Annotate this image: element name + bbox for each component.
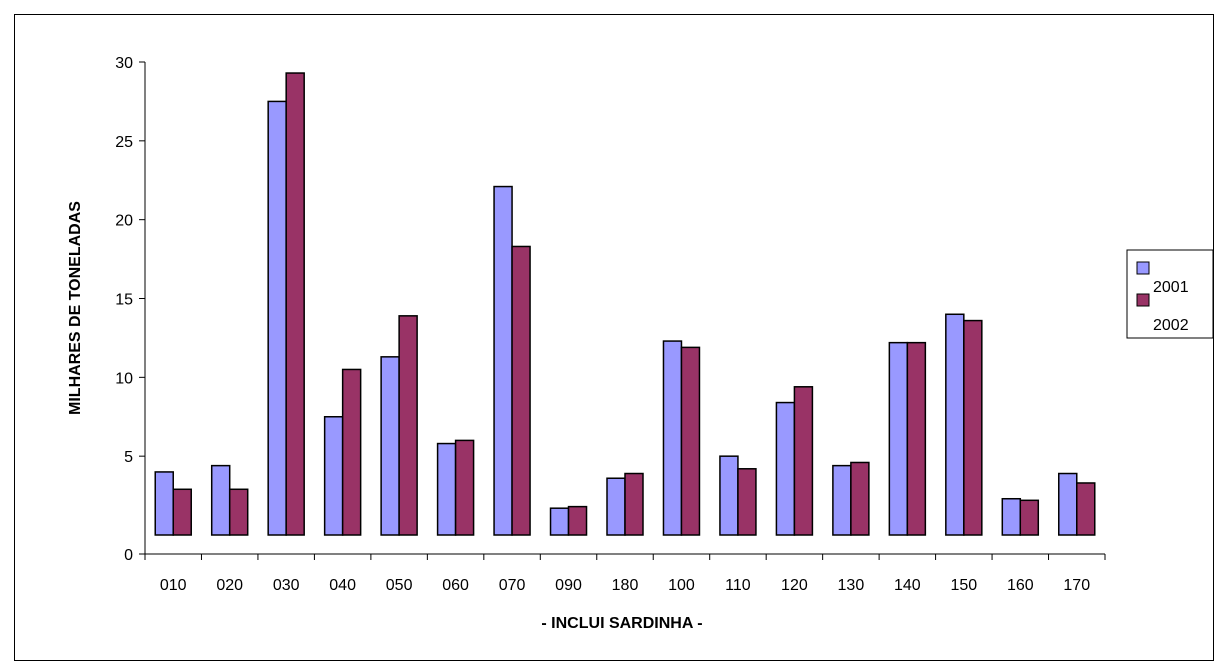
bar-2001-050 bbox=[380, 356, 400, 536]
bar-2002-060 bbox=[454, 439, 475, 536]
bar-2001-040 bbox=[323, 416, 344, 536]
x-tick-label: 160 bbox=[1007, 577, 1034, 594]
bar-2002-170 bbox=[1076, 482, 1096, 536]
bar-2001-010 bbox=[154, 471, 174, 536]
legend-swatch-2001 bbox=[1136, 261, 1150, 275]
bar-2002-010 bbox=[172, 488, 192, 536]
x-tick-label: 120 bbox=[781, 577, 808, 594]
legend: 2001 2002 bbox=[1126, 249, 1214, 339]
bar-2002-110 bbox=[737, 468, 757, 536]
bar-2002-150 bbox=[963, 319, 983, 536]
x-axis-title: - INCLUI SARDINHA - bbox=[541, 615, 702, 632]
x-tick-label: 060 bbox=[442, 577, 469, 594]
legend-label-2002: 2002 bbox=[1153, 317, 1189, 334]
bar-2001-160 bbox=[1001, 497, 1022, 536]
x-tick-label: 090 bbox=[555, 577, 582, 594]
bar-2002-020 bbox=[228, 488, 249, 536]
legend-label-2001: 2001 bbox=[1153, 279, 1189, 296]
bar-2001-070 bbox=[493, 185, 513, 536]
x-tick-label: 070 bbox=[499, 577, 526, 594]
bar-2001-110 bbox=[719, 455, 739, 536]
y-tick-label: 10 bbox=[115, 370, 133, 387]
bar-2002-070 bbox=[511, 245, 531, 536]
bar-2001-030 bbox=[267, 100, 287, 536]
y-tick-label: 5 bbox=[124, 449, 133, 466]
y-tick-label: 25 bbox=[115, 134, 133, 151]
x-axis: 010 020 030 040 050 060 070 090 180 100 110 120 130 1… bbox=[144, 553, 1106, 594]
bar-2001-090 bbox=[549, 507, 570, 536]
x-tick-label: 130 bbox=[838, 577, 865, 594]
bar-2002-100 bbox=[680, 346, 701, 536]
x-tick-label: 180 bbox=[612, 577, 639, 594]
bar-2001-150 bbox=[945, 313, 965, 536]
bar-2001-170 bbox=[1058, 472, 1078, 536]
y-tick-label: 0 bbox=[124, 547, 133, 564]
bar-2001-180 bbox=[606, 477, 626, 536]
y-tick-label: 15 bbox=[115, 292, 133, 309]
bar-2001-130 bbox=[832, 464, 852, 536]
x-tick-label: 050 bbox=[386, 577, 413, 594]
bar-2001-100 bbox=[662, 340, 683, 536]
y-tick-label: 30 bbox=[115, 55, 133, 72]
bar-2002-040 bbox=[341, 368, 362, 536]
bar-2002-050 bbox=[398, 315, 418, 536]
bar-2002-160 bbox=[1019, 499, 1040, 536]
y-axis: 0 5 10 15 20 25 30 bbox=[115, 55, 146, 564]
x-tick-label: 030 bbox=[273, 577, 300, 594]
bar-2002-140 bbox=[906, 341, 927, 536]
bar-2002-030 bbox=[285, 72, 305, 536]
bar-2002-180 bbox=[624, 472, 644, 536]
y-axis-title: MILHARES DE TONELADAS bbox=[67, 201, 84, 415]
bar-2002-090 bbox=[567, 505, 588, 536]
bar-2001-140 bbox=[888, 341, 909, 536]
x-tick-label: 020 bbox=[216, 577, 243, 594]
x-tick-label: 100 bbox=[668, 577, 695, 594]
bars bbox=[154, 72, 1096, 536]
x-tick-label: 110 bbox=[725, 577, 751, 594]
x-tick-label: 170 bbox=[1063, 577, 1090, 594]
bar-2001-020 bbox=[210, 464, 231, 536]
x-tick-label: 140 bbox=[894, 577, 921, 594]
legend-swatch-2002 bbox=[1136, 293, 1150, 307]
bar-2002-120 bbox=[793, 386, 814, 536]
bar-2001-060 bbox=[436, 442, 457, 536]
y-tick-label: 20 bbox=[115, 213, 133, 230]
bar-2001-120 bbox=[775, 401, 796, 536]
x-tick-label: 150 bbox=[950, 577, 977, 594]
bar-2002-130 bbox=[850, 461, 870, 536]
x-tick-label: 010 bbox=[160, 577, 187, 594]
x-tick-label: 040 bbox=[329, 577, 356, 594]
